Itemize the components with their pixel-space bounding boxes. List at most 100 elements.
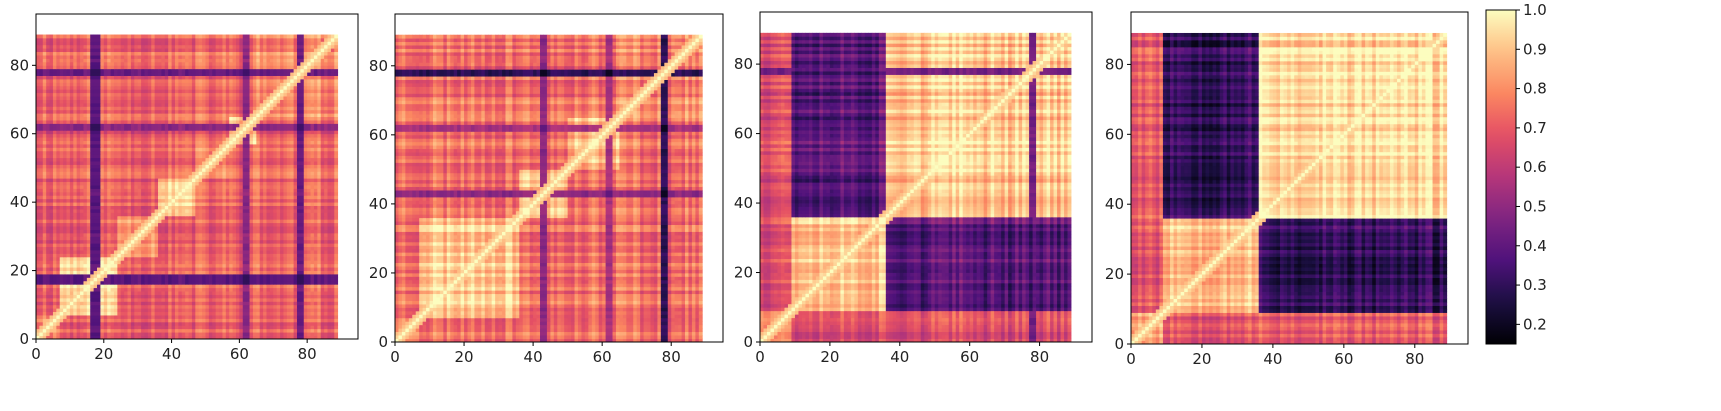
heatmap-cell <box>209 202 213 206</box>
heatmap-cell <box>73 199 77 203</box>
heatmap-cell <box>273 284 277 288</box>
heatmap-cell <box>155 212 159 216</box>
heatmap-cell <box>189 230 193 234</box>
heatmap-cell <box>334 223 338 227</box>
heatmap-cell <box>50 240 54 244</box>
heatmap-cell <box>87 298 91 302</box>
heatmap-cell <box>280 271 284 275</box>
heatmap-cell <box>43 216 47 220</box>
heatmap-cell <box>151 267 155 271</box>
heatmap-cell <box>195 168 199 172</box>
heatmap-cell <box>290 277 294 281</box>
heatmap-cell <box>56 247 60 251</box>
heatmap-cell <box>202 301 206 305</box>
heatmap-cell <box>80 233 84 237</box>
heatmap-cell <box>327 212 331 216</box>
heatmap-cell <box>73 291 77 295</box>
heatmap-cell <box>107 325 111 329</box>
heatmap-cell <box>182 274 186 278</box>
heatmap-cell <box>46 226 50 230</box>
heatmap-cell <box>311 240 315 244</box>
heatmap-cell <box>46 291 50 295</box>
heatmap-cell <box>250 298 254 302</box>
heatmap-cell <box>39 257 43 261</box>
heatmap-cell <box>297 165 301 169</box>
heatmap-cell <box>294 291 298 295</box>
heatmap-cell <box>168 247 172 251</box>
heatmap-cell <box>70 243 74 247</box>
heatmap-cell <box>222 271 226 275</box>
heatmap-cell <box>111 168 115 172</box>
heatmap-cell <box>246 315 250 319</box>
heatmap-cell <box>104 212 108 216</box>
heatmap-cell <box>236 267 240 271</box>
heatmap-cell <box>151 154 155 158</box>
heatmap-cell <box>314 188 318 192</box>
heatmap-cell <box>273 188 277 192</box>
heatmap-cell <box>80 322 84 326</box>
heatmap-cell <box>73 243 77 247</box>
heatmap-cell <box>80 206 84 210</box>
heatmap-cell <box>317 185 321 189</box>
heatmap-cell <box>192 247 196 251</box>
heatmap-cell <box>53 171 57 175</box>
heatmap-cell <box>46 308 50 312</box>
heatmap-cell <box>307 329 311 333</box>
heatmap-cell <box>266 175 270 179</box>
heatmap-cell <box>222 243 226 247</box>
heatmap-cell <box>250 185 254 189</box>
heatmap-cell <box>243 219 247 223</box>
heatmap-cell <box>67 250 71 254</box>
heatmap-cell <box>107 267 111 271</box>
heatmap-cell <box>304 257 308 261</box>
heatmap-cell <box>189 240 193 244</box>
heatmap-cell <box>90 202 94 206</box>
heatmap-cell <box>138 329 142 333</box>
heatmap-cell <box>39 168 43 172</box>
heatmap-cell <box>36 253 40 257</box>
heatmap-cell <box>63 308 67 312</box>
heatmap-cell <box>53 260 57 264</box>
heatmap-cell <box>331 247 335 251</box>
heatmap-cell <box>144 312 148 316</box>
heatmap-cell <box>331 192 335 196</box>
heatmap-cell <box>144 206 148 210</box>
heatmap-cell <box>280 226 284 230</box>
heatmap-cell <box>294 212 298 216</box>
heatmap-cell <box>178 243 182 247</box>
heatmap-cell <box>100 281 104 285</box>
heatmap-cell <box>178 284 182 288</box>
heatmap-cell <box>199 332 203 336</box>
heatmap-cell <box>270 260 274 264</box>
heatmap-cell <box>327 199 331 203</box>
heatmap-cell <box>226 271 230 275</box>
heatmap-cell <box>155 168 159 172</box>
heatmap-cell <box>307 171 311 175</box>
heatmap-cell <box>80 267 84 271</box>
heatmap-cell <box>266 209 270 213</box>
heatmap-cell <box>243 178 247 182</box>
heatmap-cell <box>87 318 91 322</box>
heatmap-cell <box>144 284 148 288</box>
heatmap-cell <box>138 165 142 169</box>
heatmap-cell <box>253 257 257 261</box>
heatmap-cell <box>209 171 213 175</box>
heatmap-cell <box>229 247 233 251</box>
heatmap-cell <box>189 178 193 182</box>
heatmap-cell <box>134 209 138 213</box>
heatmap-cell <box>144 277 148 281</box>
heatmap-cell <box>239 298 243 302</box>
heatmap-cell <box>253 260 257 264</box>
heatmap-cell <box>290 305 294 309</box>
heatmap-cell <box>97 161 101 165</box>
heatmap-cell <box>266 260 270 264</box>
heatmap-cell <box>209 288 213 292</box>
heatmap-cell <box>83 318 87 322</box>
heatmap-cell <box>67 257 71 261</box>
heatmap-cell <box>233 230 237 234</box>
heatmap-cell <box>83 240 87 244</box>
heatmap-cell <box>128 281 132 285</box>
heatmap-cell <box>46 230 50 234</box>
heatmap-cell <box>280 188 284 192</box>
heatmap-cell <box>263 329 267 333</box>
